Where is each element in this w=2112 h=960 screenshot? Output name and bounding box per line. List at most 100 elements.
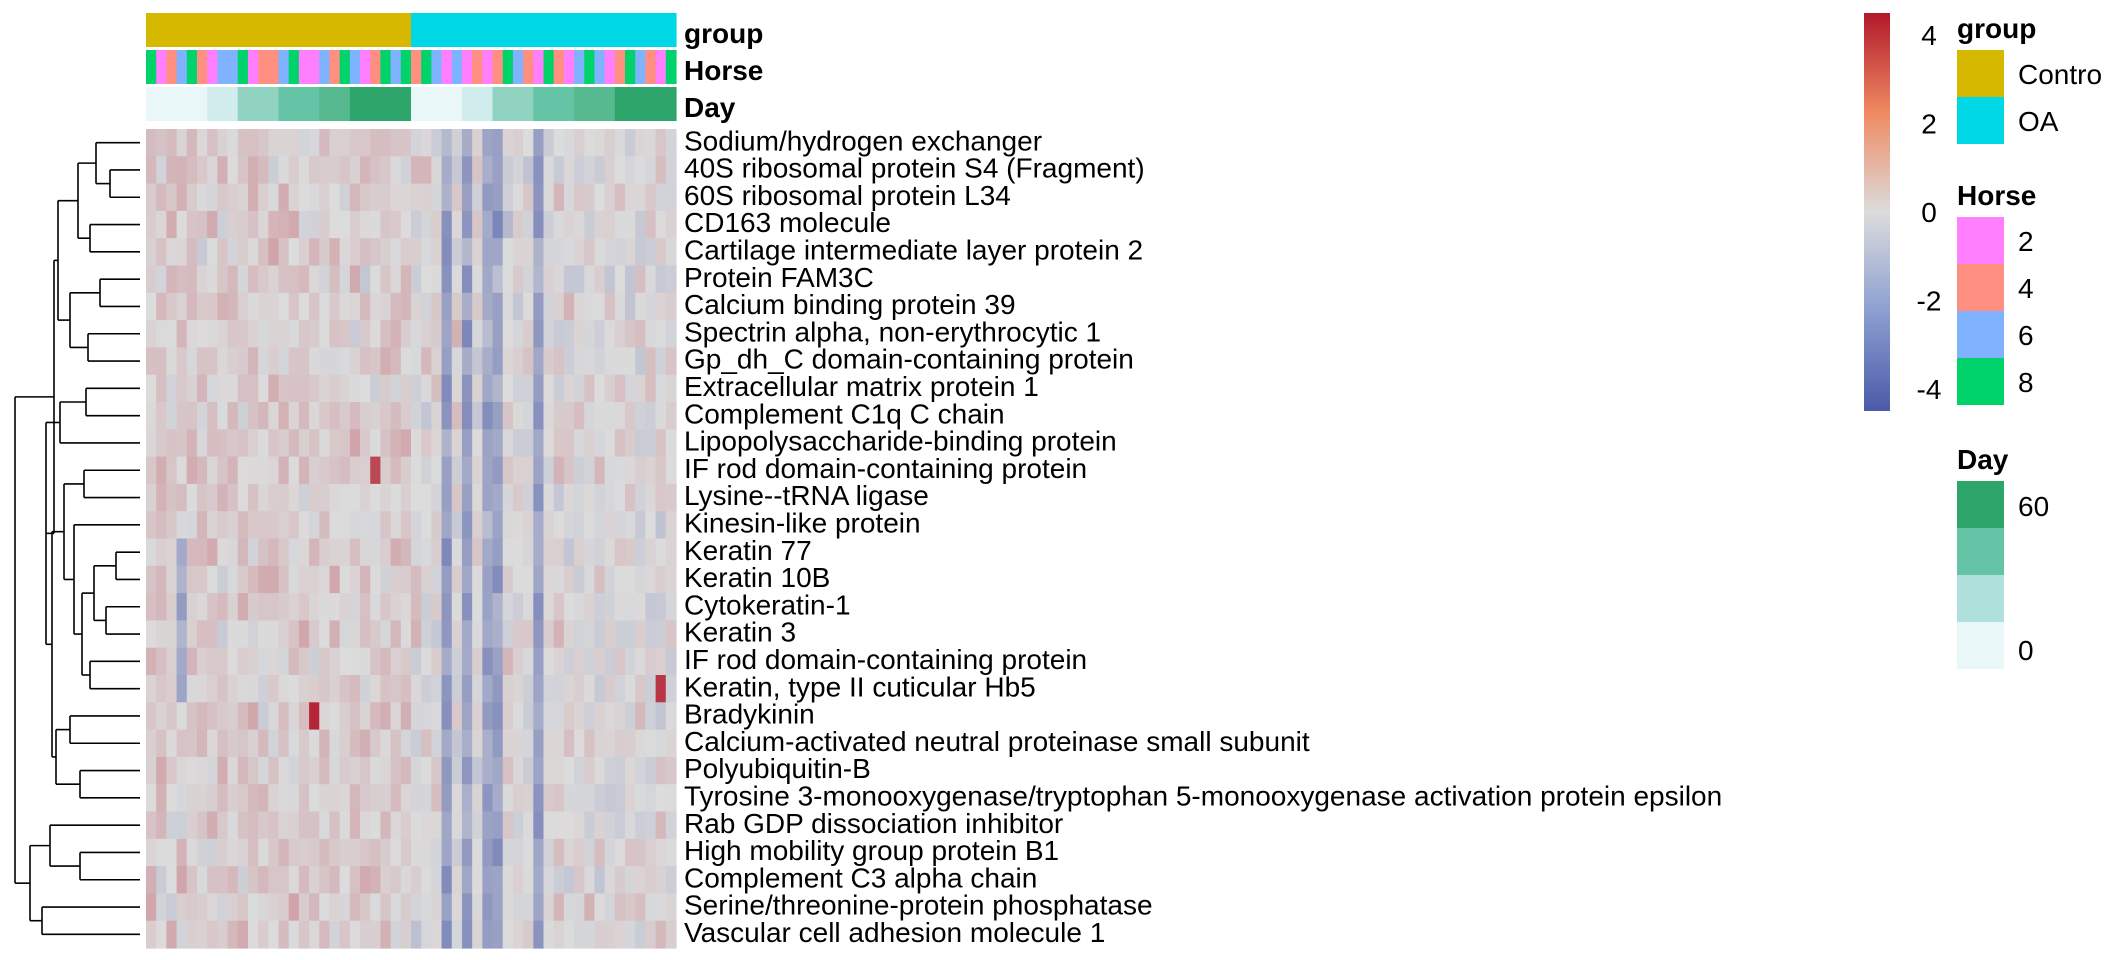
heatmap-cell (635, 183, 647, 212)
heatmap-cell (288, 620, 300, 649)
heatmap-cell (186, 838, 198, 867)
heatmap-cell (614, 129, 626, 157)
heatmap-cell (176, 483, 188, 512)
heatmap-cell (156, 156, 167, 185)
heatmap-cell (594, 565, 606, 594)
heatmap-cell (166, 920, 178, 949)
heatmap-cell (594, 156, 606, 185)
heatmap-cell (492, 647, 504, 676)
heatmap-cell (349, 838, 361, 867)
heatmap-cell (584, 593, 596, 621)
heatmap-cell (319, 210, 331, 239)
heatmap-cell (247, 811, 259, 840)
heatmap-cell (258, 538, 269, 567)
heatmap-cell (523, 866, 534, 894)
heatmap-cell (196, 620, 208, 649)
heatmap-cell (380, 511, 392, 540)
annotation-cell-horse (411, 50, 422, 84)
heatmap-cell (635, 565, 647, 594)
heatmap-cell (309, 456, 320, 485)
heatmap-cell (512, 210, 524, 239)
heatmap-cell (339, 320, 351, 348)
heatmap-cell (665, 374, 677, 403)
heatmap-cell (604, 183, 616, 212)
heatmap-cell (217, 483, 229, 512)
heatmap-cell (563, 210, 575, 239)
heatmap-cell (196, 702, 208, 731)
heatmap-cell (196, 756, 208, 785)
heatmap-cell (574, 920, 585, 949)
heatmap-cell (584, 729, 596, 758)
heatmap-cell (247, 429, 259, 458)
heatmap-cell (574, 429, 585, 458)
heatmap-cell (461, 183, 473, 212)
heatmap-cell (431, 866, 443, 894)
heatmap-cell (400, 702, 412, 731)
heatmap-cell (288, 129, 300, 157)
heatmap-cell (288, 866, 300, 894)
heatmap-cell (298, 292, 310, 321)
heatmap-cell (451, 675, 463, 703)
heatmap-cell (492, 456, 504, 485)
heatmap-cell (349, 675, 361, 703)
heatmap-cell (614, 347, 626, 376)
annotation-cell-horse (390, 50, 402, 84)
heatmap-cell (329, 893, 341, 922)
heatmap-cell (298, 675, 310, 703)
heatmap-cell (431, 183, 443, 212)
heatmap-cell (156, 920, 167, 949)
annotation-cell-group (217, 13, 229, 47)
heatmap-cell (156, 402, 167, 430)
heatmap-cell (543, 456, 555, 485)
heatmap-cell (258, 647, 269, 676)
heatmap-cell (349, 811, 361, 840)
legend-swatch-control (1957, 50, 2004, 97)
heatmap-cell (207, 402, 218, 430)
heatmap-cell (533, 729, 545, 758)
heatmap-cell (146, 811, 157, 840)
heatmap-cell (441, 156, 453, 185)
heatmap-cell (227, 702, 239, 731)
heatmap-cell (411, 483, 422, 512)
heatmap-cell (186, 620, 198, 649)
heatmap-cell (186, 238, 198, 267)
heatmap-cell (665, 456, 677, 485)
heatmap-cell (584, 784, 596, 813)
heatmap-cell (400, 210, 412, 239)
heatmap-cell (370, 620, 382, 649)
heatmap-cell (472, 238, 483, 267)
heatmap-cell (431, 920, 443, 949)
heatmap-cell (329, 292, 341, 321)
heatmap-cell (635, 538, 647, 567)
row-label: Tyrosine 3-monooxygenase/tryptophan 5-mo… (684, 781, 1722, 812)
heatmap-cell (258, 320, 269, 348)
heatmap-cell (604, 811, 616, 840)
heatmap-cell (472, 675, 483, 703)
heatmap-cell (360, 893, 371, 922)
heatmap-cell (502, 756, 514, 785)
heatmap-cell (247, 565, 259, 594)
heatmap-cell (309, 129, 320, 157)
heatmap-cell (166, 429, 178, 458)
heatmap-cell (411, 347, 422, 376)
heatmap-cell (441, 429, 453, 458)
heatmap-cell (584, 210, 596, 239)
heatmap-cell (563, 129, 575, 157)
heatmap-cell (370, 292, 382, 321)
heatmap-cell (482, 893, 494, 922)
heatmap-cell (635, 647, 647, 676)
annotation-cell-day (380, 87, 392, 121)
heatmap-cell (339, 183, 351, 212)
heatmap-cell (166, 866, 178, 894)
heatmap-cell (512, 456, 524, 485)
heatmap-cell (370, 483, 382, 512)
heatmap-cell (502, 210, 514, 239)
heatmap-cell (574, 675, 585, 703)
annotation-cell-group (258, 13, 269, 47)
heatmap-cell (482, 156, 494, 185)
heatmap-cell (533, 129, 545, 157)
heatmap-cell (217, 784, 229, 813)
heatmap-cell (614, 483, 626, 512)
heatmap-cell (390, 292, 402, 321)
heatmap-cell (502, 292, 514, 321)
